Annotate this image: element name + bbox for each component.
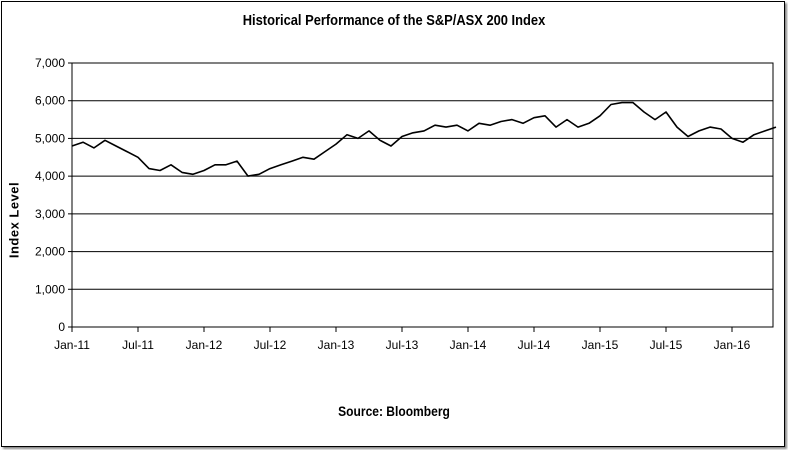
x-tick-label: Jul-11 — [122, 338, 154, 352]
gridlines — [72, 62, 773, 290]
x-tick-label: Jul-13 — [386, 338, 419, 352]
y-tick-label: 4,000 — [35, 169, 65, 183]
x-tick-label: Jul-15 — [650, 338, 683, 352]
plot-area-border — [71, 62, 774, 328]
series-lines — [71, 101, 777, 177]
y-tick-label: 1,000 — [35, 282, 65, 296]
x-tick-label: Jan-12 — [186, 338, 223, 352]
chart-title: Historical Performance of the S&P/ASX 20… — [242, 12, 546, 29]
x-tick-label: Jul-14 — [518, 338, 551, 352]
y-axis-ticks: 0 1,000 2,000 3,000 4,000 5,000 6,000 7,000 — [35, 56, 72, 334]
x-tick-label: Jan-15 — [582, 338, 619, 352]
y-tick-label: 6,000 — [35, 94, 65, 108]
source-note: Source: Bloomberg — [338, 403, 450, 419]
x-axis-ticks: Jan-11 Jul-11 Jan-12 Jul-12 Jan-13 Jul-13 Jan-… — [54, 327, 751, 352]
x-tick-label: Jan-14 — [450, 338, 487, 352]
series-line — [71, 101, 777, 177]
y-tick-label: 2,000 — [35, 245, 65, 259]
y-tick-label: 0 — [58, 320, 65, 334]
x-tick-label: Jan-16 — [714, 338, 751, 352]
x-tick-label: Jan-13 — [318, 338, 355, 352]
y-tick-label: 5,000 — [35, 131, 65, 145]
y-tick-label: 3,000 — [35, 207, 65, 221]
x-tick-label: Jul-12 — [254, 338, 287, 352]
x-tick-label: Jan-11 — [54, 338, 90, 352]
y-tick-label: 7,000 — [35, 56, 65, 70]
axes — [71, 62, 774, 328]
